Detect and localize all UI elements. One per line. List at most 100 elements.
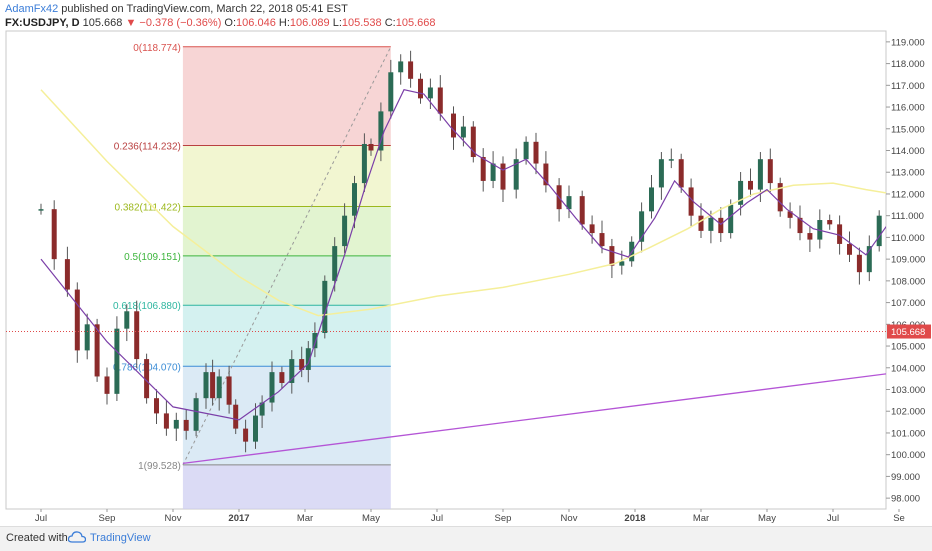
y-tick-label: 103.000 — [891, 385, 925, 396]
ohlc-line: FX:USDJPY, D 105.668 ▼ −0.378 (−0.36%) O… — [5, 16, 435, 30]
candle-up — [523, 141, 529, 160]
candle-down — [827, 220, 833, 225]
candle-down — [926, 170, 931, 198]
candle-up — [361, 143, 367, 184]
x-tick-label: 2018 — [624, 513, 645, 524]
candle-down — [797, 217, 803, 234]
candle-down — [226, 376, 232, 405]
footer-bar: Created with TradingView — [0, 526, 932, 551]
candle-up — [639, 211, 645, 242]
candle-up — [312, 333, 318, 349]
support-trendline — [182, 373, 886, 465]
author-link[interactable]: AdamFx42 — [5, 3, 59, 15]
fib-band — [182, 464, 391, 509]
y-tick-label: 119.000 — [891, 37, 925, 48]
y-tick-label: 99.000 — [891, 472, 920, 483]
price-chart[interactable]: 0(118.774) 0.236(114.232) 0.382(111.422) 0.… — [0, 0, 932, 526]
candle-up — [876, 215, 882, 247]
candle-up — [203, 372, 209, 399]
candle-down — [144, 359, 150, 399]
high-label: H: — [278, 17, 290, 29]
y-tick-label: 101.000 — [891, 428, 925, 439]
x-tick-label: Mar — [693, 513, 709, 524]
candle-up — [124, 311, 130, 329]
candle-up — [84, 324, 90, 351]
published-text: published on TradingView.com, March 22, … — [61, 3, 348, 15]
candle-up — [352, 183, 357, 216]
candle-up — [658, 159, 664, 188]
fib-level-label: 1(99.528) — [138, 461, 181, 472]
last-price: 105.668 — [82, 17, 123, 29]
candle-up — [566, 196, 572, 210]
open-value: 106.046 — [236, 17, 276, 29]
candle-up — [427, 87, 433, 99]
tradingview-brand[interactable]: TradingView — [90, 532, 151, 544]
last-price-tag-label: 105.668 — [891, 327, 925, 338]
candle-up — [619, 261, 625, 266]
fib-band — [182, 206, 391, 256]
y-tick-label: 100.000 — [891, 450, 925, 461]
candle-up — [193, 398, 199, 431]
candle-up — [322, 280, 328, 334]
candle-down — [233, 404, 239, 429]
x-tick-label: 2017 — [228, 513, 249, 524]
x-tick-label: Sep — [495, 513, 512, 524]
candle-up — [490, 163, 496, 181]
candle-up — [398, 61, 404, 73]
candle-down — [243, 428, 249, 442]
candle-up — [906, 179, 911, 186]
candle-down — [368, 143, 374, 151]
y-tick-label: 114.000 — [891, 146, 925, 157]
candle-down — [299, 359, 305, 370]
y-tick-label: 110.000 — [891, 233, 925, 244]
candle-down — [470, 126, 476, 158]
candle-up — [757, 159, 763, 190]
candle-down — [51, 209, 57, 260]
candle-up — [460, 126, 466, 138]
candle-down — [579, 196, 585, 225]
x-tick-label: Nov — [561, 513, 578, 524]
plot-area — [5, 30, 887, 510]
publish-line: AdamFx42 published on TradingView.com, M… — [5, 2, 435, 16]
candle-up — [253, 415, 258, 442]
candle-down — [500, 163, 506, 190]
cloud-icon — [68, 531, 86, 543]
candle-up — [289, 359, 295, 383]
y-tick-label: 113.000 — [891, 168, 925, 179]
candle-down — [418, 78, 423, 99]
change-value: ▼ −0.378 (−0.36%) — [125, 17, 222, 29]
candle-up — [378, 111, 384, 151]
fib-band — [182, 46, 391, 146]
candle-up — [114, 328, 120, 394]
candle-down — [589, 224, 595, 234]
last-price-tag — [887, 324, 931, 339]
symbol-label[interactable]: FX:USDJPY, D — [5, 17, 80, 29]
x-tick-label: Mar — [297, 513, 313, 524]
candle-down — [183, 419, 189, 431]
low-value: 105.538 — [341, 17, 382, 29]
candle-down — [847, 243, 852, 255]
y-tick-label: 117.000 — [891, 81, 925, 92]
candle-down — [698, 215, 704, 231]
fib-level-label: 0.236(114.232) — [114, 141, 181, 152]
sma-slow-line — [40, 89, 886, 317]
y-tick-label: 104.000 — [891, 363, 925, 374]
candle-up — [866, 246, 872, 273]
candle-up — [708, 217, 714, 231]
x-tick-label: May — [362, 513, 380, 524]
x-tick-label: May — [758, 513, 776, 524]
candle-up — [388, 72, 394, 112]
chart-header: AdamFx42 published on TradingView.com, M… — [5, 2, 435, 30]
close-value: 105.668 — [395, 17, 436, 29]
y-tick-label: 112.000 — [891, 189, 925, 200]
y-tick-label: 102.000 — [891, 407, 925, 418]
x-tick-label: Se — [893, 513, 905, 524]
fib-level-label: 0.382(111.422) — [115, 203, 181, 214]
candle-up — [38, 209, 44, 211]
sma-fast-line — [40, 89, 886, 421]
candle-down — [480, 157, 486, 181]
fib-level-label: 0.618(106.880) — [113, 301, 181, 312]
y-tick-label: 116.000 — [891, 103, 925, 114]
candle-up — [173, 419, 179, 429]
x-tick-label: Jul — [431, 513, 443, 524]
